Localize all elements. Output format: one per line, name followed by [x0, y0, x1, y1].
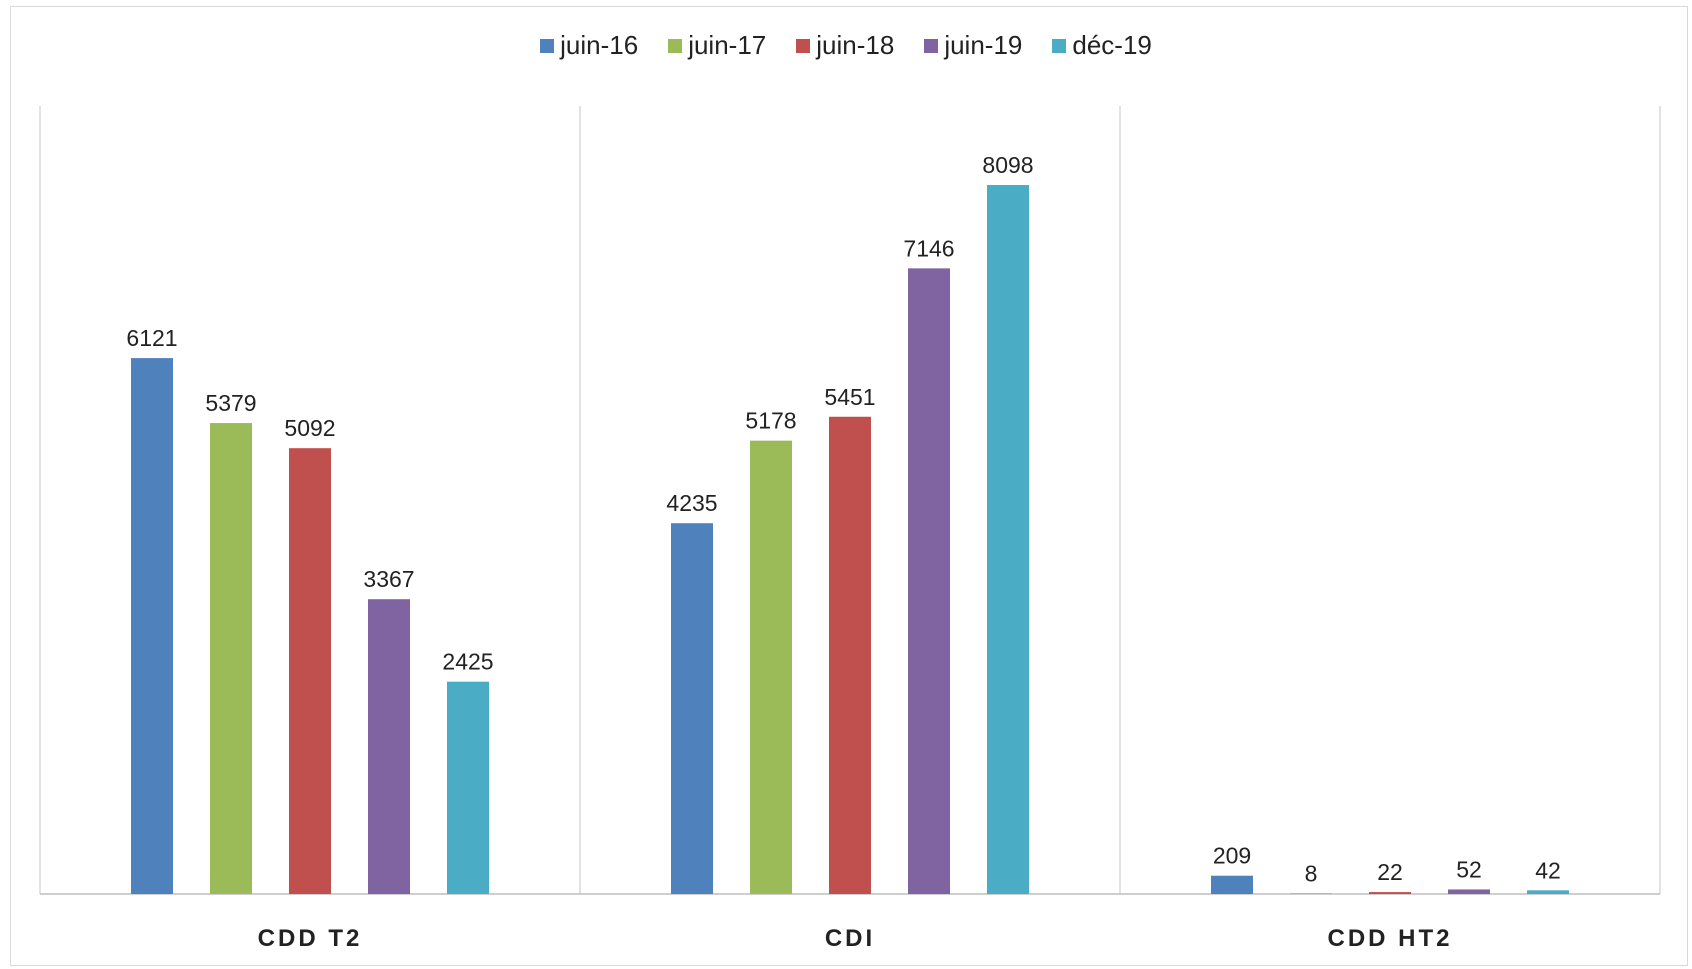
bar	[447, 681, 489, 894]
legend-item: juin-19	[924, 30, 1022, 61]
data-label: 5178	[745, 408, 796, 434]
legend-swatch	[540, 38, 555, 53]
data-label: 3367	[363, 566, 414, 592]
bar	[368, 599, 410, 894]
data-label: 209	[1213, 843, 1251, 869]
bar	[1527, 890, 1569, 894]
bar	[1211, 875, 1253, 894]
legend-label: déc-19	[1072, 30, 1152, 60]
data-label: 5379	[205, 390, 256, 416]
legend-label: juin-19	[944, 30, 1023, 60]
legend-swatch	[924, 38, 939, 53]
bar	[908, 268, 950, 894]
data-label: 8	[1305, 860, 1318, 886]
data-label: 2425	[442, 649, 493, 675]
legend-item: juin-16	[540, 30, 638, 61]
legend-label: juin-17	[688, 30, 767, 60]
data-label: 7146	[903, 235, 954, 261]
bar	[671, 523, 713, 894]
legend-label: juin-18	[816, 30, 895, 60]
bar	[829, 416, 871, 894]
bar	[987, 185, 1029, 894]
data-label: 8098	[982, 152, 1033, 178]
data-label: 42	[1535, 857, 1561, 883]
data-label: 22	[1377, 859, 1403, 885]
category-label: CDD HT2	[1327, 925, 1452, 952]
bar	[1369, 892, 1411, 894]
bar	[750, 440, 792, 894]
legend-label: juin-16	[560, 30, 639, 60]
legend-swatch	[796, 38, 811, 53]
category-label: CDD T2	[258, 925, 363, 952]
data-label: 5092	[284, 415, 335, 441]
data-label: 6121	[126, 325, 177, 351]
bar	[1290, 893, 1332, 894]
bar	[1448, 889, 1490, 894]
legend-swatch	[668, 38, 683, 53]
legend-item: juin-17	[668, 30, 766, 61]
legend-item: déc-19	[1052, 30, 1152, 61]
bar	[131, 358, 173, 894]
legend-item: juin-18	[796, 30, 894, 61]
bar	[210, 423, 252, 894]
legend: juin-16 juin-17 juin-18 juin-19 déc-19	[0, 30, 1692, 61]
category-label: CDI	[825, 925, 875, 952]
data-label: 4235	[666, 490, 717, 516]
bar	[289, 448, 331, 894]
legend-swatch	[1052, 38, 1067, 53]
data-label: 5451	[824, 384, 875, 410]
data-label: 52	[1456, 856, 1482, 882]
